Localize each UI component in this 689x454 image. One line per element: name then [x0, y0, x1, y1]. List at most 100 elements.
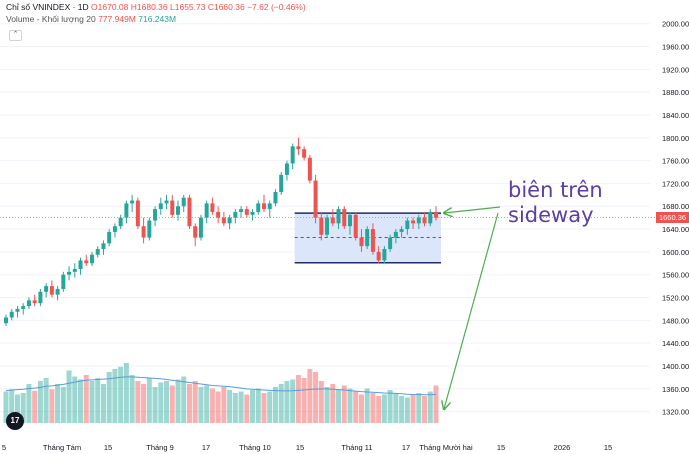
candle-body	[359, 237, 364, 247]
candle	[279, 172, 284, 195]
candle	[44, 283, 49, 298]
candle-body	[130, 200, 135, 204]
open-value: O1670.08	[91, 2, 129, 12]
symbol-legend[interactable]: Chỉ số VNINDEX · 1D O1670.08 H1680.36 L1…	[6, 2, 306, 12]
volume-bar	[123, 363, 129, 423]
volume-bar	[295, 375, 301, 423]
low-value: L1655.73	[170, 2, 206, 12]
time-tick-label: Tháng Tám	[43, 443, 81, 452]
candle	[176, 200, 180, 221]
time-tick-label: Tháng Mười hai	[419, 443, 473, 452]
candle-body	[147, 220, 152, 238]
candle	[204, 200, 209, 224]
volume-bar	[135, 381, 141, 423]
candle	[330, 209, 335, 227]
volume-bar	[267, 391, 273, 423]
candle-body	[348, 214, 352, 227]
candle-body	[55, 288, 60, 295]
high-value: H1680.36	[130, 2, 168, 12]
candle-body	[95, 249, 100, 255]
price-tick-label: 1560.00	[662, 271, 689, 280]
volume-bar	[330, 384, 336, 423]
candle	[319, 211, 324, 241]
candle-body	[9, 311, 14, 318]
candle-body	[141, 226, 146, 238]
candle-body	[78, 260, 83, 269]
volume-bar	[32, 390, 38, 423]
volume-bar	[181, 376, 187, 423]
candle-body	[422, 217, 427, 224]
volume-bar	[175, 379, 181, 423]
volume-bar	[112, 369, 118, 423]
candle-body	[44, 286, 49, 292]
price-tick-label: 2000.00	[662, 20, 689, 29]
volume-bar	[26, 384, 32, 423]
volume-bar	[141, 384, 147, 423]
candle-body	[198, 217, 203, 238]
volume-legend[interactable]: Volume - Khối lượng 20 777.949M 716.243M	[6, 14, 176, 24]
price-tick-label: 1760.00	[662, 157, 689, 166]
candle	[187, 194, 192, 230]
volume-bar	[301, 378, 307, 423]
time-tick-label: 15	[296, 443, 304, 452]
volume-bar	[404, 397, 410, 423]
candle-body	[158, 203, 163, 210]
candle	[153, 206, 158, 227]
candle-body	[336, 209, 341, 224]
candle	[26, 297, 31, 309]
volume-bar	[118, 366, 124, 423]
candle	[55, 286, 60, 301]
collapse-legend-button[interactable]: ⌃	[9, 30, 22, 41]
candle-body	[164, 200, 169, 204]
candle	[262, 194, 266, 212]
price-tick-label: 1800.00	[662, 134, 689, 143]
candle-body	[319, 217, 324, 235]
candle-body	[353, 214, 358, 238]
candle	[405, 217, 410, 235]
volume-bar	[244, 394, 250, 423]
volume-bar	[72, 376, 78, 423]
volume-bar	[272, 387, 278, 423]
volume-bar	[427, 391, 433, 423]
candle	[90, 251, 94, 267]
volume-bar	[106, 372, 112, 423]
candle	[78, 257, 83, 275]
volume-bar	[43, 378, 49, 423]
candle-body	[434, 211, 438, 218]
candle	[359, 229, 364, 252]
candle	[164, 194, 169, 210]
candle-body	[416, 217, 421, 224]
candle-body	[216, 211, 221, 218]
last-price-tag: 1660.36	[656, 212, 689, 223]
volume-bar	[66, 370, 72, 423]
candle-body	[193, 226, 198, 238]
time-tick-label: 17	[202, 443, 210, 452]
candle-body	[101, 243, 106, 250]
candle-body	[267, 203, 272, 210]
candle-body	[15, 308, 20, 312]
volume-bar	[370, 393, 376, 423]
price-tick-label: 1480.00	[662, 316, 689, 325]
candle-body	[307, 157, 312, 181]
volume-bar	[78, 379, 84, 423]
price-tick-label: 1920.00	[662, 65, 689, 74]
candle	[342, 206, 347, 230]
candle-body	[279, 174, 284, 192]
volume-bar	[146, 378, 152, 423]
volume-bar	[89, 381, 95, 423]
candle-body	[107, 231, 112, 244]
volume-bar	[313, 372, 319, 423]
candle	[273, 189, 278, 207]
candle-body	[273, 191, 278, 204]
candle-body	[313, 180, 318, 218]
candle-body	[428, 211, 433, 224]
volume-bar	[49, 389, 55, 423]
candle	[382, 246, 387, 264]
candle-body	[365, 229, 370, 247]
symbol-title: Chỉ số VNINDEX · 1D	[6, 2, 89, 12]
time-tick-label: 15	[104, 443, 112, 452]
candle	[147, 217, 152, 241]
candle	[296, 137, 301, 155]
time-tick-label: 15	[604, 443, 612, 452]
